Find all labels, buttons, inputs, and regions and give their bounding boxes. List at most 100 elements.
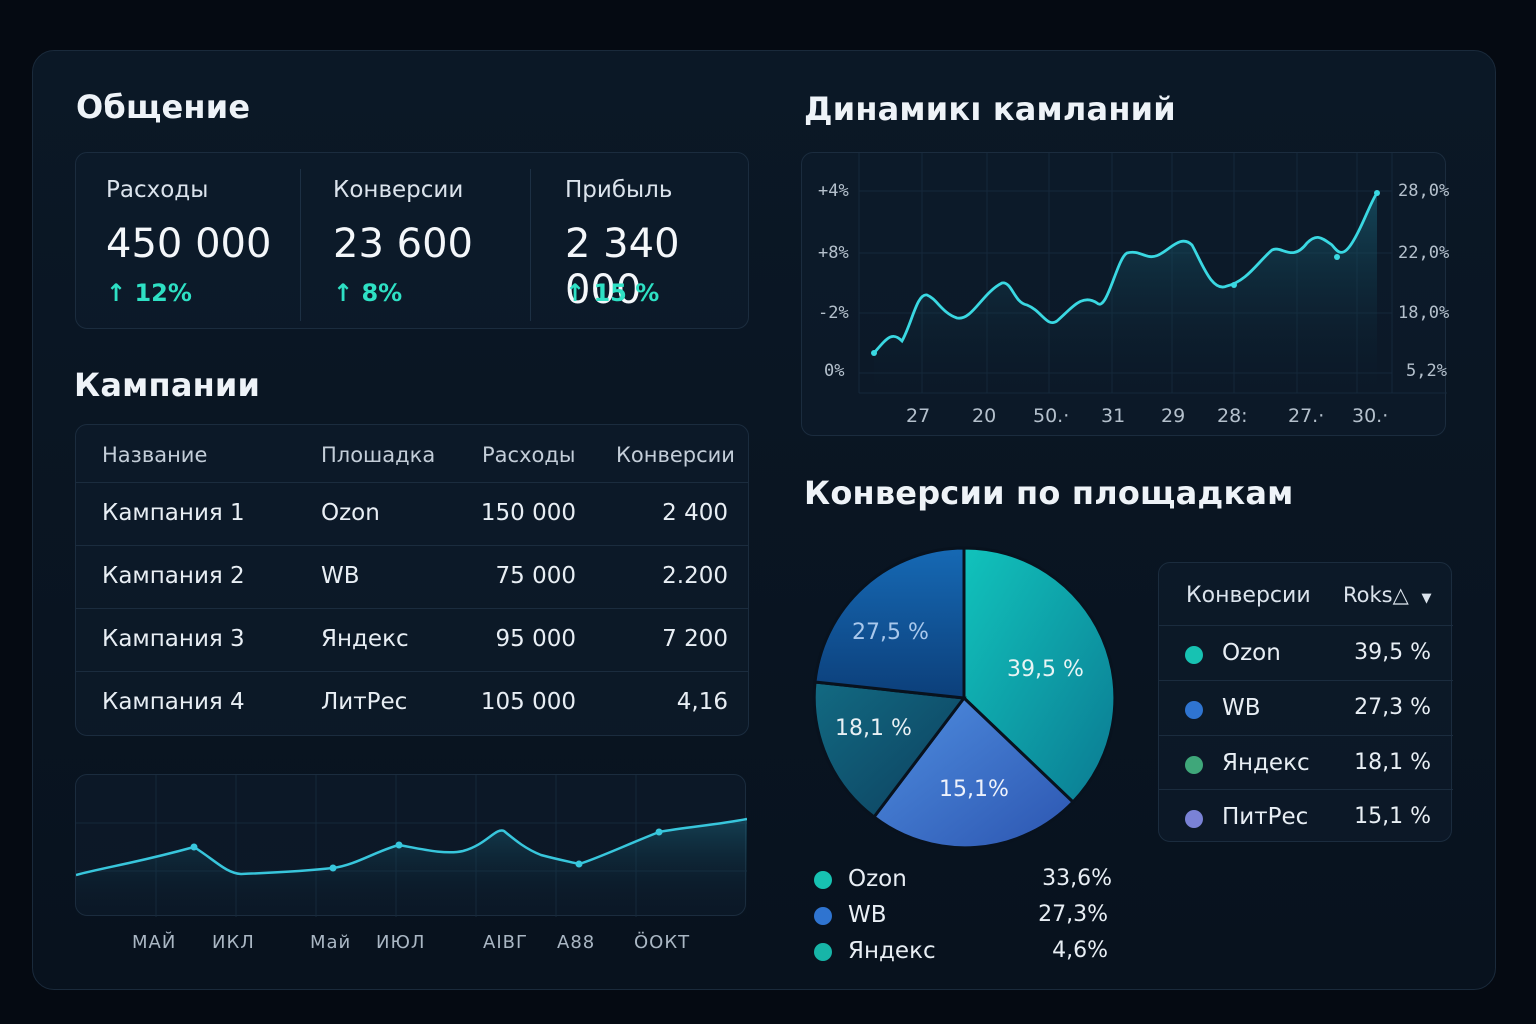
cell-platform: Ozon [321, 500, 380, 526]
dynamics-area [874, 193, 1377, 393]
kpi-label: Конверсии [333, 177, 464, 203]
platform-swatch [1185, 701, 1203, 719]
sort-dropdown[interactable]: Roks△ ▼ [1343, 583, 1431, 607]
conversions-title: Конверсии по площадкам [804, 474, 1294, 512]
cell-expenses: 95 000 [495, 626, 576, 652]
legend-swatch [814, 943, 832, 961]
y-right-tick: 5,2% [1406, 361, 1447, 381]
table-row[interactable]: Ozon 39,5 % [1159, 625, 1453, 679]
legend-item: WB 27,3% [814, 902, 1114, 932]
legend-swatch [814, 907, 832, 925]
cell-platform: Яндекс [321, 626, 409, 652]
platform-swatch [1185, 810, 1203, 828]
x-tick: 28: [1217, 405, 1248, 427]
kpi-expenses: Расходы 450 000 ↑ 12% [106, 153, 306, 328]
table-row[interactable]: Кампания 4 ЛитРес 105 000 4,16 [76, 671, 748, 734]
platform-value: 27,3 % [1354, 695, 1431, 720]
platform-name: Яндекс [1222, 750, 1310, 776]
month-label: А88 [557, 932, 596, 953]
cell-expenses: 75 000 [495, 563, 576, 589]
y-left-tick: +4% [818, 181, 849, 201]
x-tick: 30.· [1352, 405, 1389, 427]
y-right-tick: 22,0% [1398, 243, 1450, 263]
kpi-value: 450 000 [106, 221, 272, 267]
dynamics-line [872, 192, 1379, 354]
dynamics-point[interactable] [1334, 254, 1340, 260]
table-row[interactable]: Яндекс 18,1 % [1159, 735, 1453, 789]
column-header-platform[interactable]: Плошадка [321, 443, 436, 467]
platform-value: 18,1 % [1354, 750, 1431, 775]
y-right-tick: 18,0% [1398, 303, 1450, 323]
overview-title: Общение [76, 88, 251, 126]
kpi-conversions: Конверсии 23 600 ↑ 8% [333, 153, 533, 328]
column-header-expenses[interactable]: Расходы [482, 443, 576, 467]
mini-trend-svg [76, 775, 747, 917]
month-label: ИКЛ [212, 932, 255, 953]
campaigns-title: Кампании [74, 366, 261, 404]
kpi-value: 23 600 [333, 221, 473, 267]
dynamics-svg [858, 153, 1447, 394]
column-header-conversions[interactable]: Конверсии [616, 443, 735, 467]
column-header-name[interactable]: Название [102, 443, 208, 467]
month-label: АІВГ [483, 932, 528, 953]
cell-expenses: 150 000 [480, 500, 576, 526]
conversions-table: Конверсии Roks△ ▼ Ozon 39,5 % WB 27,3 % … [1158, 562, 1453, 843]
legend-name: Ozon [848, 866, 907, 892]
table-row[interactable]: Кампания 1 Ozon 150 000 2 400 [76, 482, 748, 545]
kpi-card: Расходы 450 000 ↑ 12% Конверсии 23 600 ↑… [75, 152, 749, 329]
cell-name: Кампания 2 [102, 563, 245, 589]
legend-name: Яндекс [848, 938, 936, 964]
cell-conversions: 7 200 [662, 626, 728, 652]
mini-point[interactable] [655, 828, 663, 836]
x-tick: 20 [972, 405, 997, 427]
table-row[interactable]: WB 27,3 % [1159, 680, 1453, 734]
pie-label: 18,1 % [835, 716, 912, 741]
x-tick: 50.· [1033, 405, 1070, 427]
dynamics-point[interactable] [1231, 282, 1237, 288]
dynamics-chart: +4% +8% -2% 0% 28,0% 22,0% 18,0% 5,2% 27… [801, 152, 1450, 436]
table-row[interactable]: Кампания 2 WB 75 000 2.200 [76, 545, 748, 608]
cell-platform: ЛитРес [321, 689, 408, 715]
mini-point[interactable] [575, 860, 583, 868]
pie-slice-yandex[interactable] [812, 680, 967, 820]
mini-point[interactable] [395, 841, 403, 849]
dynamics-title: Динамикı камланий [804, 90, 1176, 128]
pie-label: 15,1% [939, 777, 1009, 802]
mini-line [76, 817, 747, 877]
platform-swatch [1185, 756, 1203, 774]
mini-point[interactable] [329, 864, 337, 872]
month-label: ÖОКТ [634, 932, 691, 953]
conversions-pie [812, 546, 1117, 850]
legend-swatch [814, 871, 832, 889]
x-tick: 27 [906, 405, 931, 427]
platform-name: ПитРес [1222, 804, 1309, 830]
pie-slice-ozon[interactable] [962, 546, 1117, 805]
cell-name: Кампания 4 [102, 689, 245, 715]
table-row[interactable]: Кампания 3 Яндекс 95 000 7 200 [76, 608, 748, 671]
pie-label: 27,5 % [852, 620, 929, 645]
kpi-divider [530, 169, 531, 321]
cell-conversions: 4,16 [676, 689, 728, 715]
cell-name: Кампания 1 [102, 500, 245, 526]
mini-point[interactable] [190, 843, 198, 851]
legend-name: WB [848, 902, 887, 928]
dynamics-point[interactable] [1374, 190, 1380, 196]
dynamics-point[interactable] [871, 350, 877, 356]
cell-platform: WB [321, 563, 360, 589]
pie-slice-litres[interactable] [871, 695, 1076, 850]
platform-swatch [1185, 646, 1203, 664]
pie-slice-wb[interactable] [813, 546, 966, 700]
legend-value: 27,3% [1038, 902, 1108, 927]
table-row[interactable]: ПитРес 15,1 % [1159, 789, 1453, 843]
kpi-label: Расходы [106, 177, 209, 203]
platform-name: WB [1222, 695, 1261, 721]
cell-conversions: 2 400 [662, 500, 728, 526]
x-tick: 29 [1161, 405, 1186, 427]
y-left-tick: -2% [818, 303, 849, 323]
cell-expenses: 105 000 [480, 689, 576, 715]
legend-value: 33,6% [1042, 866, 1112, 891]
month-label: МАЙ [132, 932, 177, 953]
platform-value: 15,1 % [1354, 804, 1431, 829]
pie-label: 39,5 % [1007, 657, 1084, 682]
y-left-tick: 0% [824, 361, 845, 381]
